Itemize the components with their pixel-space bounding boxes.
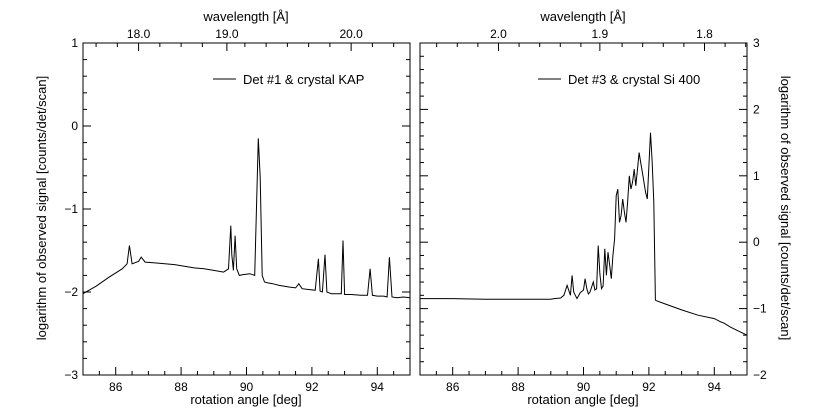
right-plot-frame: [419, 42, 748, 376]
left-top-tick-label: 18.0: [127, 27, 151, 41]
right-x-axis-title: rotation angle [deg]: [527, 392, 638, 407]
left-x-tick-label: 90: [240, 380, 254, 394]
left-ticks: 86 88 90 92 94 18.0 19.0 20.0 −3 −2 −1 0 1: [64, 27, 411, 394]
right-y-tick-label: 1: [753, 169, 760, 183]
left-x-tick-label: 92: [305, 380, 319, 394]
right-x-tick-label: 94: [708, 380, 722, 394]
left-x-tick-label: 88: [174, 380, 188, 394]
right-series-line: [420, 132, 748, 336]
right-y-tick-label: 0: [753, 235, 760, 249]
left-top-axis-title: wavelength [Å]: [202, 9, 288, 24]
left-plot-frame: [82, 42, 411, 376]
right-y-tick-label: 2: [753, 102, 760, 116]
right-x-tick-label: 88: [511, 380, 525, 394]
right-top-tick-label: 1.9: [592, 27, 609, 41]
right-x-tick-label: 86: [446, 380, 460, 394]
right-y-tick-label: −2: [753, 368, 767, 382]
left-y-tick-label: 1: [71, 36, 78, 50]
right-ticks: 86 88 90 92 94 2.0 1.9 1.8 −2 −1 0 1 2 3: [419, 27, 767, 394]
right-y-tick-label: −1: [753, 302, 767, 316]
left-series-line: [82, 138, 411, 299]
left-y-tick-label: −3: [64, 368, 78, 382]
left-x-tick-label: 86: [109, 380, 123, 394]
left-y-tick-label: −2: [64, 285, 78, 299]
right-y-tick-label: 3: [753, 36, 760, 50]
left-legend-label: Det #1 & crystal KAP: [243, 72, 364, 87]
left-top-tick-label: 19.0: [215, 27, 239, 41]
left-y-tick-label: −1: [64, 202, 78, 216]
right-x-tick-label: 92: [642, 380, 656, 394]
right-y-axis-title: logarithm of observed signal [counts/det…: [778, 76, 793, 340]
left-y-axis-title: logarithm of observed signal [counts/det…: [34, 76, 49, 340]
left-top-tick-label: 20.0: [339, 27, 363, 41]
right-x-tick-label: 90: [577, 380, 591, 394]
left-x-axis-title: rotation angle [deg]: [190, 392, 301, 407]
left-panel: 86 88 90 92 94 18.0 19.0 20.0 −3 −2 −1 0 1 Det #1 & …: [34, 9, 411, 407]
right-top-tick-label: 2.0: [490, 27, 507, 41]
right-top-axis-title: wavelength [Å]: [539, 9, 625, 24]
left-y-tick-label: 0: [71, 119, 78, 133]
right-top-tick-label: 1.8: [696, 27, 713, 41]
right-legend-label: Det #3 & crystal Si 400: [568, 72, 700, 87]
right-panel: 86 88 90 92 94 2.0 1.9 1.8 −2 −1 0 1 2 3 Det #3 & cry…: [419, 9, 793, 407]
left-x-tick-label: 94: [371, 380, 385, 394]
